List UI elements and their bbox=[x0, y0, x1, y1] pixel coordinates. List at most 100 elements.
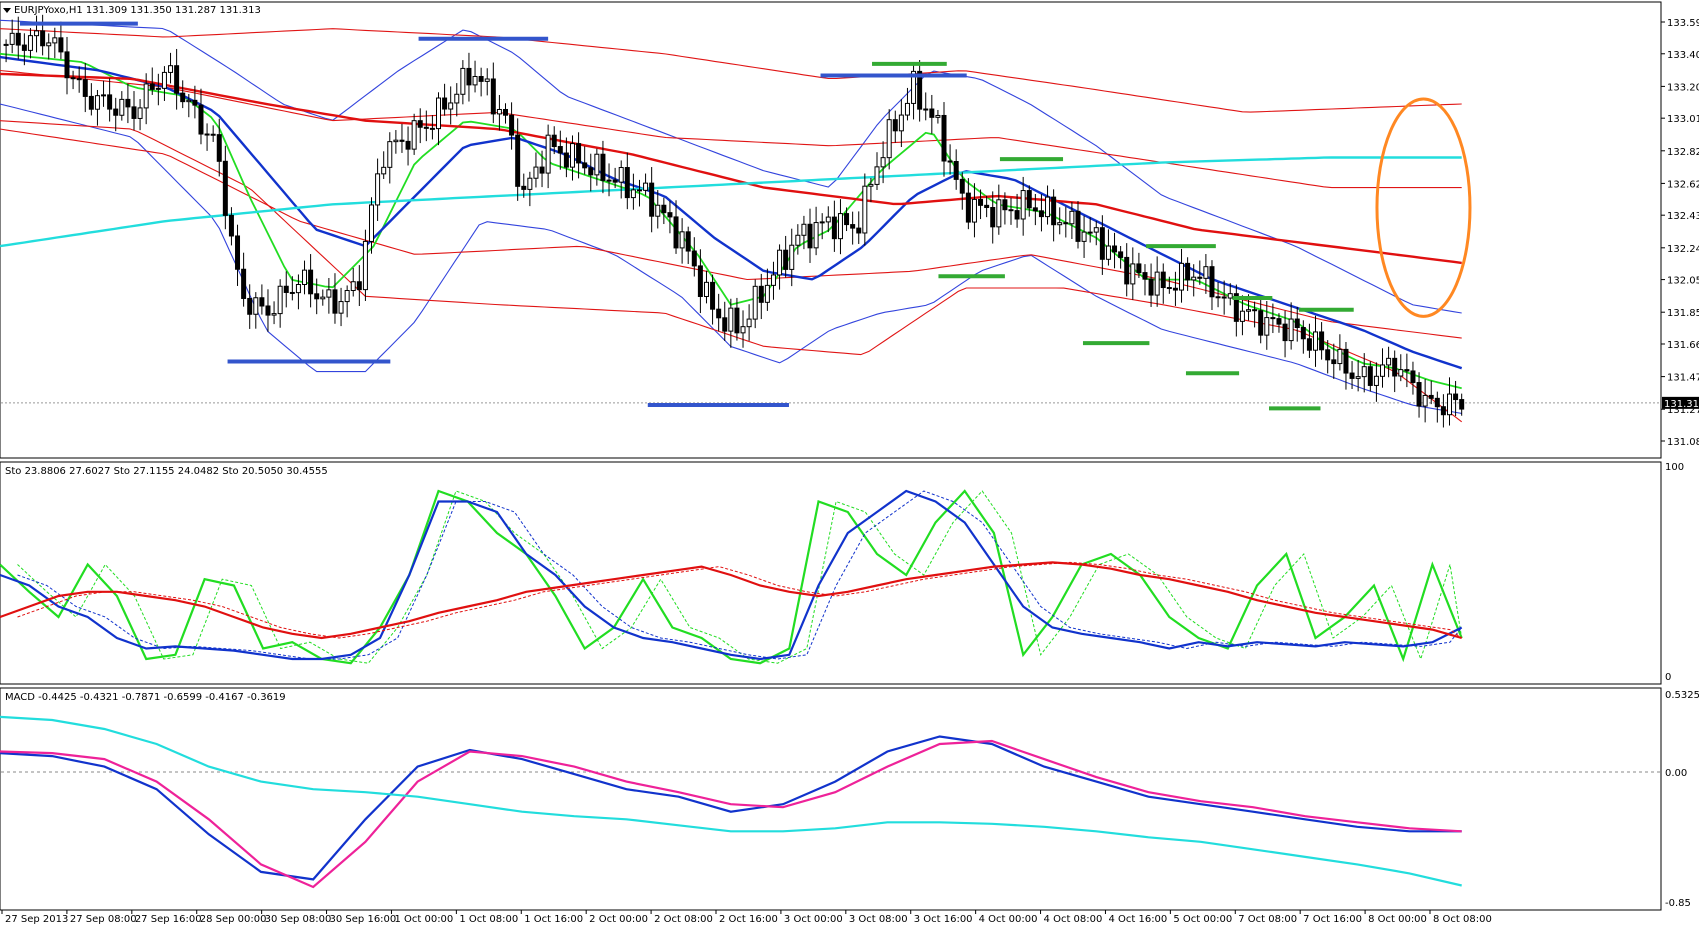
candle bbox=[551, 126, 557, 155]
candle bbox=[1404, 353, 1410, 388]
candle bbox=[107, 78, 113, 122]
candle bbox=[1093, 220, 1099, 246]
candle bbox=[174, 48, 180, 110]
price-tick-label: 132.240 bbox=[1667, 244, 1699, 255]
price-panel-frame bbox=[0, 1, 1662, 459]
candle bbox=[484, 68, 490, 96]
candle bbox=[606, 163, 612, 197]
macd-line-blue bbox=[0, 735, 1462, 881]
candle bbox=[661, 197, 667, 225]
time-tick-label: 2 Oct 16:00 bbox=[719, 914, 778, 925]
panel-collapse-icon[interactable] bbox=[3, 8, 11, 13]
price-tick-label: 131.275 bbox=[1667, 405, 1699, 416]
candle bbox=[618, 160, 624, 199]
candle bbox=[673, 200, 679, 254]
time-tick-label: 8 Oct 08:00 bbox=[1433, 914, 1492, 925]
macd-label-top: 0.5325 bbox=[1665, 690, 1699, 701]
time-tick-label: 2 Oct 08:00 bbox=[654, 914, 713, 925]
stochastic-line-red bbox=[0, 561, 1463, 640]
candle bbox=[46, 33, 52, 60]
candle bbox=[235, 224, 241, 286]
candle bbox=[1020, 176, 1026, 236]
candle bbox=[636, 179, 642, 207]
candle bbox=[125, 83, 131, 124]
stochastic-signal-blue bbox=[17, 490, 1463, 660]
candle bbox=[1148, 263, 1154, 307]
candle bbox=[356, 265, 362, 306]
price-tick-label: 132.625 bbox=[1667, 179, 1699, 190]
stochastic-panel-frame bbox=[0, 461, 1662, 685]
candle bbox=[1337, 334, 1343, 371]
candle bbox=[338, 287, 344, 327]
candle bbox=[697, 249, 703, 314]
time-tick-label: 3 Oct 16:00 bbox=[914, 914, 973, 925]
candle bbox=[411, 113, 417, 155]
candle bbox=[716, 293, 722, 332]
candle bbox=[1416, 372, 1422, 418]
candle bbox=[490, 62, 496, 124]
candle bbox=[149, 67, 155, 95]
candle bbox=[320, 289, 326, 306]
candle bbox=[1270, 303, 1276, 334]
candle bbox=[545, 124, 551, 189]
candle bbox=[685, 226, 691, 264]
candle bbox=[1105, 229, 1111, 266]
candle bbox=[947, 144, 953, 175]
candle bbox=[649, 167, 655, 233]
stochastic-label-0: 0 bbox=[1665, 672, 1671, 683]
stochastic-label-100: 100 bbox=[1665, 462, 1684, 473]
candle bbox=[393, 130, 399, 154]
candle bbox=[978, 189, 984, 220]
candle bbox=[21, 33, 27, 66]
candle bbox=[886, 109, 892, 170]
candle bbox=[1252, 301, 1258, 328]
candle bbox=[1172, 271, 1178, 306]
candle bbox=[1160, 263, 1166, 304]
candle bbox=[667, 200, 673, 234]
candle bbox=[1343, 342, 1349, 390]
candle bbox=[813, 206, 819, 256]
candle bbox=[1026, 185, 1032, 217]
candle bbox=[1349, 361, 1355, 390]
candle bbox=[825, 206, 831, 233]
candle bbox=[1038, 194, 1044, 232]
level-marks bbox=[19, 21, 1354, 411]
time-tick-label: 27 Sep 16:00 bbox=[135, 914, 202, 925]
candle bbox=[929, 94, 935, 134]
price-tick-label: 131.665 bbox=[1667, 340, 1699, 351]
candle bbox=[1440, 394, 1446, 428]
candle bbox=[241, 252, 247, 307]
candle bbox=[679, 218, 685, 264]
candle bbox=[76, 66, 82, 93]
candle bbox=[515, 118, 521, 201]
candle bbox=[1057, 207, 1063, 235]
price-tick-label: 132.435 bbox=[1667, 211, 1699, 222]
candle bbox=[923, 92, 929, 121]
macd-lines bbox=[0, 715, 1462, 889]
stochastic-panel[interactable]: Sto 23.8806 27.6027 Sto 27.1155 24.0482 … bbox=[0, 461, 1684, 685]
time-tick-label: 3 Oct 08:00 bbox=[849, 914, 908, 925]
candle bbox=[1118, 246, 1124, 269]
time-tick-label: 30 Sep 16:00 bbox=[330, 914, 397, 925]
candle bbox=[576, 132, 582, 179]
candle bbox=[454, 83, 460, 117]
price-panel[interactable]: EURJPYoxo,H1 131.309 131.350 131.287 131… bbox=[0, 1, 1699, 459]
candle bbox=[819, 213, 825, 240]
candle bbox=[119, 91, 125, 121]
time-tick-label: 4 Oct 00:00 bbox=[979, 914, 1038, 925]
candle bbox=[101, 80, 107, 107]
candle bbox=[344, 285, 350, 318]
candle bbox=[259, 284, 265, 315]
candle bbox=[1380, 348, 1386, 388]
candle bbox=[1300, 320, 1306, 354]
candle bbox=[332, 273, 338, 324]
candle bbox=[1136, 252, 1142, 278]
candle bbox=[253, 292, 259, 329]
candle bbox=[594, 148, 600, 186]
macd-panel-frame bbox=[0, 687, 1662, 911]
macd-panel[interactable]: MACD -0.4425 -0.4321 -0.7871 -0.6599 -0.… bbox=[0, 687, 1699, 911]
candle bbox=[1221, 280, 1227, 315]
candle bbox=[807, 208, 813, 263]
candle bbox=[314, 278, 320, 315]
